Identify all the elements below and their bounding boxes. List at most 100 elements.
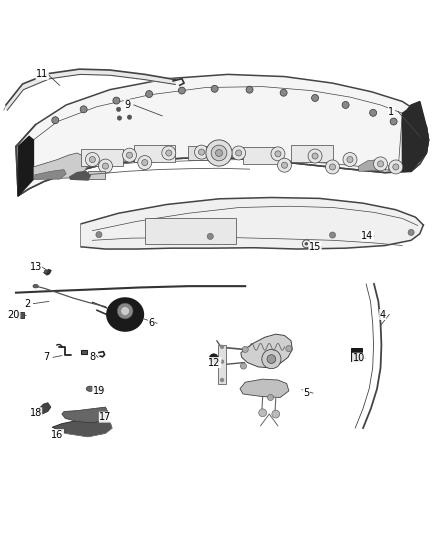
Circle shape [408,229,414,236]
Polygon shape [62,407,109,423]
Circle shape [117,303,133,319]
Circle shape [268,394,274,400]
Polygon shape [35,169,66,179]
Circle shape [236,150,242,156]
Circle shape [267,354,276,364]
FancyBboxPatch shape [291,145,332,161]
Polygon shape [33,153,88,179]
Circle shape [220,345,224,349]
Text: 11: 11 [36,69,48,79]
Circle shape [272,410,280,418]
Circle shape [370,109,377,116]
Circle shape [282,162,288,168]
Polygon shape [36,403,51,414]
Polygon shape [241,334,292,368]
Circle shape [312,153,318,159]
Circle shape [178,87,185,94]
Polygon shape [240,379,289,398]
Circle shape [220,378,224,382]
Circle shape [232,146,246,160]
Polygon shape [81,198,424,249]
Polygon shape [70,171,90,180]
Polygon shape [88,171,106,179]
Polygon shape [107,298,144,331]
Circle shape [162,146,176,160]
Circle shape [242,346,248,352]
FancyBboxPatch shape [17,312,24,318]
Circle shape [329,232,336,238]
Circle shape [89,157,95,163]
Circle shape [99,159,113,173]
Text: 18: 18 [29,408,42,418]
Text: 8: 8 [89,352,95,362]
Polygon shape [6,69,175,110]
Circle shape [102,163,109,169]
Circle shape [329,164,336,170]
Circle shape [194,145,208,159]
Circle shape [215,149,223,157]
Circle shape [390,118,397,125]
Text: 5: 5 [303,388,310,398]
Polygon shape [52,418,112,437]
Text: 13: 13 [29,262,42,271]
Text: 19: 19 [93,386,105,396]
Circle shape [206,140,232,166]
Circle shape [142,159,148,166]
FancyBboxPatch shape [351,348,362,361]
FancyBboxPatch shape [81,350,87,354]
Circle shape [166,150,172,156]
Circle shape [85,152,99,166]
Ellipse shape [86,386,94,391]
Circle shape [117,116,122,120]
Text: 2: 2 [24,298,30,309]
FancyBboxPatch shape [81,149,123,166]
Circle shape [342,101,349,108]
Circle shape [308,149,322,163]
Text: 16: 16 [51,430,64,440]
Text: 6: 6 [148,318,154,328]
Polygon shape [43,269,51,275]
Text: 9: 9 [124,100,131,110]
Text: 4: 4 [380,310,386,319]
Circle shape [146,91,152,98]
Circle shape [347,157,353,163]
Circle shape [52,117,59,124]
Circle shape [117,107,121,111]
Circle shape [211,85,218,92]
Text: 10: 10 [353,353,365,363]
Circle shape [240,363,247,369]
FancyBboxPatch shape [243,147,280,164]
Circle shape [325,160,339,174]
Circle shape [246,86,253,93]
Circle shape [311,94,318,101]
Circle shape [138,156,152,169]
FancyBboxPatch shape [145,217,237,244]
Polygon shape [16,75,428,196]
Circle shape [113,97,120,104]
Text: 20: 20 [7,310,20,319]
Circle shape [271,147,285,161]
Circle shape [275,151,281,157]
FancyBboxPatch shape [134,145,175,161]
Text: 7: 7 [43,352,49,362]
Circle shape [378,161,384,167]
Polygon shape [218,345,226,384]
Circle shape [374,157,388,171]
Circle shape [127,152,133,158]
Polygon shape [403,101,428,171]
Circle shape [343,152,357,166]
Text: 14: 14 [361,231,374,241]
Circle shape [280,89,287,96]
Ellipse shape [97,387,103,392]
Circle shape [198,149,205,155]
Circle shape [207,233,213,239]
Ellipse shape [33,285,38,288]
Circle shape [211,145,227,161]
Circle shape [123,148,137,162]
Circle shape [304,242,308,246]
Text: 15: 15 [309,242,321,252]
Circle shape [44,270,47,273]
Circle shape [96,231,102,238]
Circle shape [259,409,267,417]
Circle shape [389,160,403,174]
